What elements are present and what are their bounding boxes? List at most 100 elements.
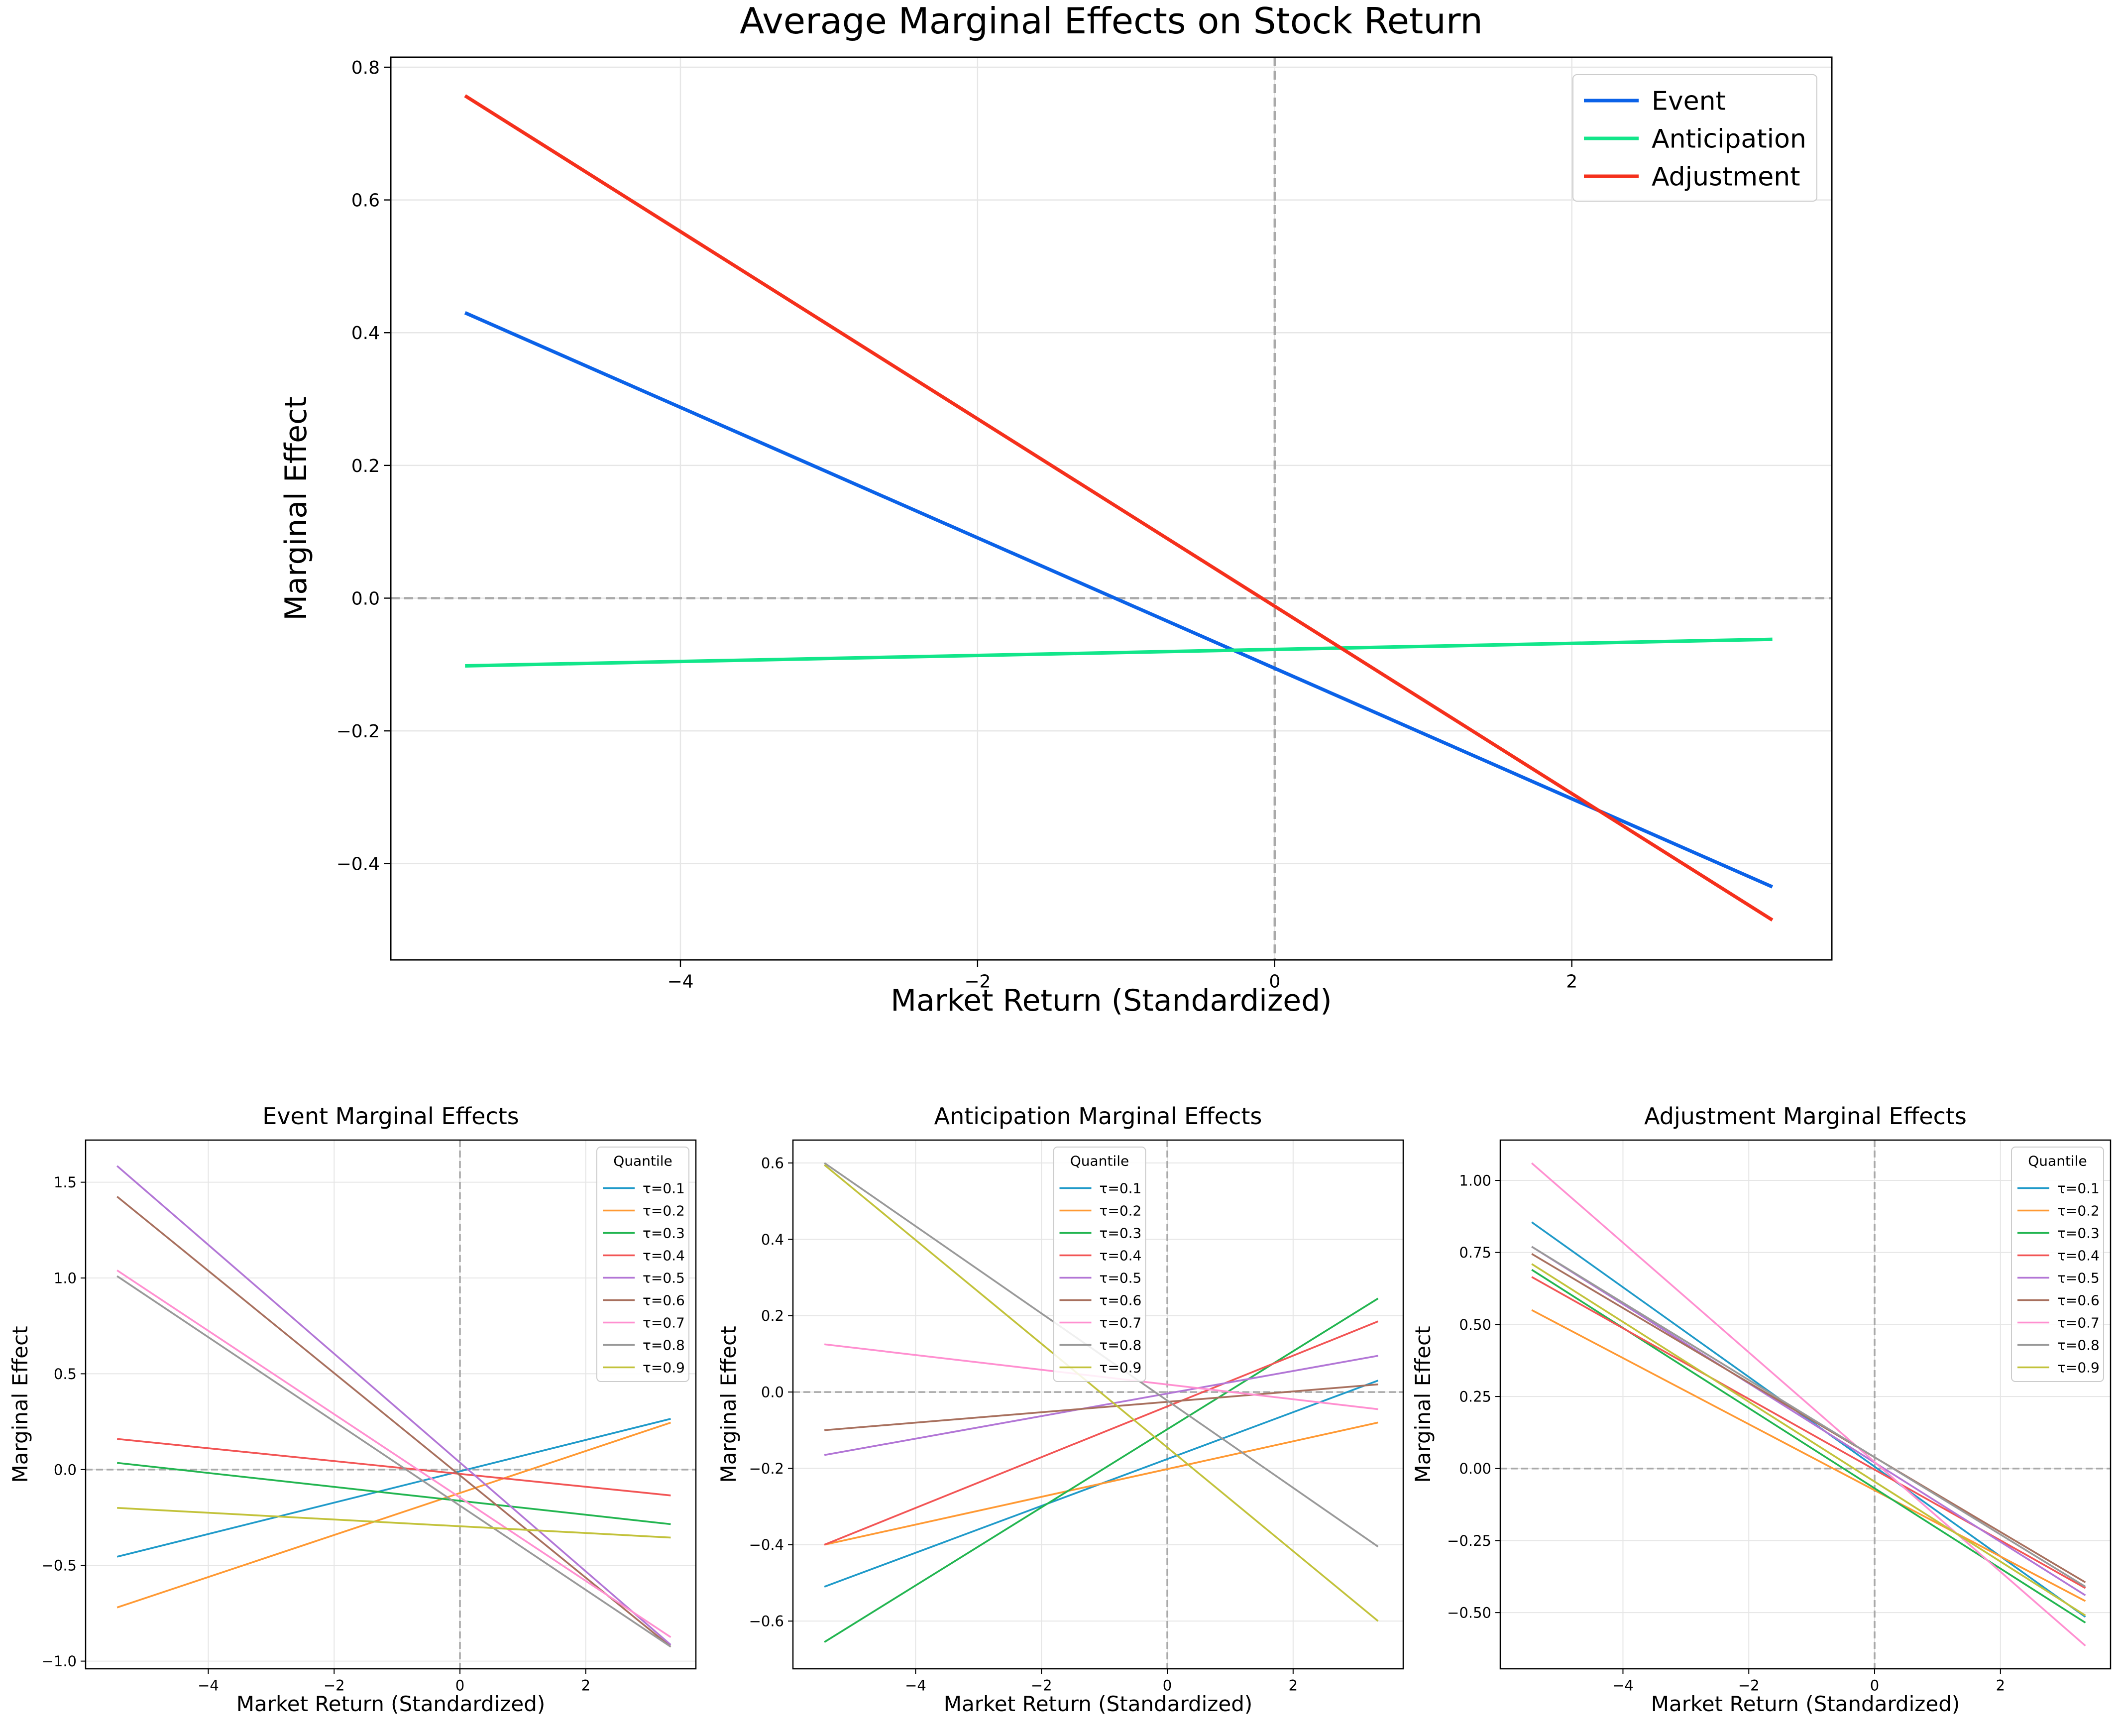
legend-entry-label: τ=0.9 bbox=[2057, 1360, 2100, 1376]
legend-entry-label: Anticipation bbox=[1652, 124, 1806, 154]
y-tick-label: 0.4 bbox=[761, 1231, 784, 1248]
series-line-tau-1 bbox=[1531, 1221, 2086, 1618]
x-tick-label: −4 bbox=[667, 971, 693, 992]
y-tick-label: −0.4 bbox=[749, 1536, 784, 1553]
legend-entry-label: τ=0.3 bbox=[2057, 1225, 2100, 1242]
y-tick-label: −1.0 bbox=[42, 1653, 77, 1670]
legend-entry-label: τ=0.6 bbox=[1100, 1292, 1142, 1309]
plot-area-frame bbox=[792, 1139, 1404, 1670]
y-tick-label: −0.50 bbox=[1447, 1605, 1491, 1621]
y-tick-label: 0.50 bbox=[1459, 1316, 1491, 1333]
x-tick-label: −2 bbox=[964, 971, 991, 992]
legend: Quantile τ=0.1 τ=0.2 τ=0.3 τ=0.4 τ=0.5 τ=0.6 τ=… bbox=[1053, 1147, 1146, 1382]
series-line-tau-4 bbox=[1531, 1276, 2086, 1589]
legend-entry-label: τ=0.6 bbox=[2057, 1292, 2100, 1309]
y-axis-label: Marginal Effect bbox=[279, 396, 314, 620]
legend-entry-label: τ=0.2 bbox=[2057, 1203, 2100, 1219]
legend-title: Quantile bbox=[2028, 1153, 2087, 1169]
legend-entry-label: τ=0.8 bbox=[1100, 1337, 1142, 1354]
plot-area-frame bbox=[1499, 1139, 2112, 1670]
x-axis-label: Market Return (Standardized) bbox=[1651, 1692, 1960, 1716]
y-tick-label: 0.2 bbox=[351, 456, 380, 476]
legend-entry-label: τ=0.3 bbox=[643, 1225, 685, 1242]
x-tick-label: −4 bbox=[198, 1677, 219, 1694]
legend-entry-label: τ=0.3 bbox=[1100, 1225, 1142, 1242]
legend-entry-label: Event bbox=[1652, 87, 1726, 116]
series-line-tau-9 bbox=[824, 1164, 1379, 1622]
y-tick-label: 1.00 bbox=[1459, 1172, 1491, 1189]
legend-entry-label: τ=0.5 bbox=[2057, 1270, 2100, 1286]
series-line-tau-4 bbox=[117, 1438, 671, 1497]
series-line-tau-7 bbox=[1531, 1162, 2086, 1647]
plot-area-frame bbox=[390, 56, 1833, 961]
legend-entry-label: Adjustment bbox=[1652, 162, 1800, 192]
chart-panel-1: Event Marginal Effects −4 −2 0 2 −1.0 −0.5 0.0 0… bbox=[8, 1103, 697, 1716]
series-line-anticipation bbox=[465, 637, 1773, 668]
chart-panel-2: Anticipation Marginal Effects −4 −2 0 2 −0.6 −… bbox=[716, 1103, 1404, 1716]
legend-entry-label: τ=0.4 bbox=[643, 1248, 685, 1264]
chart-title: Average Marginal Effects on Stock Return bbox=[740, 0, 1483, 42]
y-tick-label: 0.8 bbox=[351, 58, 380, 78]
y-tick-label: 0.0 bbox=[54, 1461, 77, 1478]
x-axis-label: Market Return (Standardized) bbox=[944, 1692, 1253, 1716]
legend-entry-label: τ=0.2 bbox=[643, 1203, 685, 1219]
x-tick-label: 2 bbox=[1996, 1677, 2005, 1694]
legend-title: Quantile bbox=[1070, 1153, 1129, 1169]
chart-panel-0: Average Marginal Effects on Stock Return… bbox=[279, 0, 1833, 1018]
x-tick-label: −4 bbox=[905, 1677, 926, 1694]
y-axis-label: Marginal Effect bbox=[8, 1326, 32, 1483]
legend-entry-label: τ=0.9 bbox=[1100, 1360, 1142, 1376]
series-line-tau-2 bbox=[116, 1421, 671, 1609]
x-tick-label: −4 bbox=[1612, 1677, 1634, 1694]
series-line-tau-5 bbox=[824, 1355, 1378, 1456]
y-tick-label: 0.00 bbox=[1459, 1460, 1491, 1477]
legend-entry-label: τ=0.7 bbox=[643, 1315, 685, 1331]
series-line-tau-5 bbox=[116, 1165, 671, 1646]
y-tick-label: 0.4 bbox=[351, 323, 380, 344]
series-line-tau-7 bbox=[116, 1270, 671, 1638]
plot-area-frame bbox=[85, 1139, 697, 1670]
legend-entry-label: τ=0.8 bbox=[2057, 1337, 2100, 1354]
x-tick-label: 0 bbox=[1269, 971, 1280, 992]
legend-entry-label: τ=0.2 bbox=[1100, 1203, 1142, 1219]
series-line-tau-9 bbox=[117, 1506, 671, 1539]
x-tick-label: 0 bbox=[1870, 1677, 1879, 1694]
y-tick-label: −0.25 bbox=[1447, 1532, 1491, 1549]
legend-entry-label: τ=0.6 bbox=[643, 1292, 685, 1309]
series-line-tau-3 bbox=[824, 1297, 1379, 1643]
legend-entry-label: τ=0.1 bbox=[2057, 1180, 2100, 1197]
y-tick-label: 0.2 bbox=[761, 1307, 784, 1324]
legend-title: Quantile bbox=[613, 1153, 672, 1169]
y-tick-label: −0.2 bbox=[336, 721, 380, 742]
legend-entry-label: τ=0.5 bbox=[1100, 1270, 1142, 1286]
y-axis-label: Marginal Effect bbox=[1411, 1326, 1435, 1483]
x-tick-label: 0 bbox=[1163, 1677, 1172, 1694]
series-line-tau-8 bbox=[1531, 1246, 2086, 1588]
y-tick-label: 0.6 bbox=[761, 1155, 784, 1171]
legend: Quantile τ=0.1 τ=0.2 τ=0.3 τ=0.4 τ=0.5 τ=0.6 τ=… bbox=[2011, 1147, 2104, 1382]
y-tick-label: 0.5 bbox=[54, 1366, 77, 1383]
series-line-adjustment bbox=[464, 94, 1774, 922]
series-line-tau-2 bbox=[1531, 1309, 2086, 1602]
series-line-tau-3 bbox=[116, 1462, 671, 1525]
legend-entry-label: τ=0.4 bbox=[1100, 1248, 1142, 1264]
series-line-tau-9 bbox=[1531, 1263, 2086, 1617]
y-axis-label: Marginal Effect bbox=[716, 1326, 741, 1483]
legend-frame bbox=[1572, 74, 1817, 202]
series-line-tau-6 bbox=[116, 1196, 671, 1648]
chart-title: Event Marginal Effects bbox=[262, 1103, 519, 1130]
series-line-tau-8 bbox=[116, 1275, 671, 1648]
legend-entry-label: τ=0.8 bbox=[643, 1337, 685, 1354]
legend-entry-label: τ=0.5 bbox=[643, 1270, 685, 1286]
legend: Quantile τ=0.1 τ=0.2 τ=0.3 τ=0.4 τ=0.5 τ=0.6 τ=… bbox=[596, 1147, 689, 1382]
y-tick-label: −0.2 bbox=[749, 1460, 784, 1477]
y-tick-label: −0.4 bbox=[336, 854, 380, 875]
legend-entry-label: τ=0.7 bbox=[1100, 1315, 1142, 1331]
y-tick-label: 0.6 bbox=[351, 191, 380, 211]
series-line-tau-2 bbox=[824, 1421, 1378, 1546]
x-tick-label: 2 bbox=[581, 1677, 590, 1694]
legend-entry-label: τ=0.1 bbox=[1100, 1180, 1142, 1197]
series-line-tau-1 bbox=[116, 1418, 671, 1558]
y-tick-label: 1.0 bbox=[54, 1270, 77, 1286]
